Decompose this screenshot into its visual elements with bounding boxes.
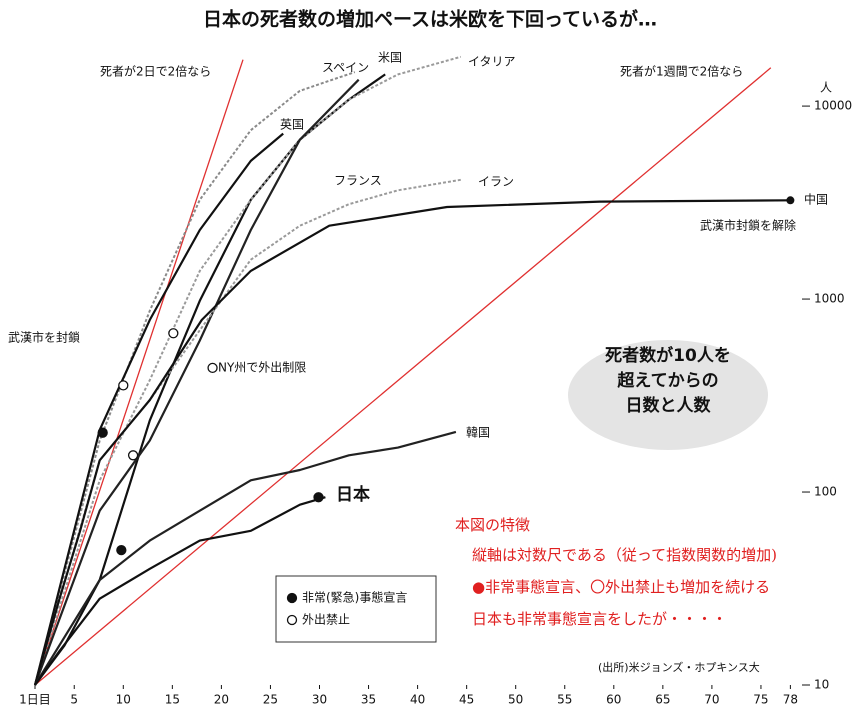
reference-line: [34, 67, 772, 686]
x-tick-label: 78: [783, 693, 798, 707]
x-tick-label: 50: [508, 693, 523, 707]
x-tick-label: 5: [70, 693, 78, 707]
note: ●非常事態宣言、〇外出禁止も増加を続ける: [472, 578, 770, 596]
y-tick-label: 10: [814, 678, 829, 692]
series-line: [34, 178, 461, 686]
series-line: [34, 496, 326, 686]
series-line: [34, 73, 386, 686]
series-label: 英国: [280, 118, 304, 132]
series-line: [33, 132, 284, 686]
legend-marker: [286, 614, 298, 626]
x-tick-label: 65: [655, 693, 670, 707]
annotation: NY州で外出制限: [218, 361, 306, 375]
series-label: フランス: [334, 174, 382, 188]
series-label: 韓国: [466, 426, 490, 440]
chart-title: 日本の死者数の増加ペースは米欧を下回っているが…: [203, 8, 657, 31]
x-tick-label: 60: [606, 693, 621, 707]
x-tick-label: 45: [459, 693, 474, 707]
series-label: 日本: [336, 484, 370, 505]
event-marker: [116, 544, 127, 556]
x-tick-label: 25: [263, 693, 278, 707]
legend-box: [275, 575, 437, 643]
legend-label: 非常(緊急)事態宣言: [302, 590, 407, 605]
source: (出所)米ジョンズ・ホプキンス大: [598, 660, 760, 674]
label-shade: [568, 340, 768, 450]
x-tick-label: 55: [557, 693, 572, 707]
note: 縦軸は対数尺である（従って指数関数的増加): [472, 546, 777, 564]
y-unit: 人: [820, 81, 832, 95]
x-tick-label: 20: [214, 693, 229, 707]
event-marker: [168, 328, 179, 339]
series-line: [33, 78, 360, 686]
x-tick-label: 30: [312, 693, 327, 707]
legend-label: 外出禁止: [302, 613, 350, 627]
series-label: 米国: [378, 51, 402, 65]
annotation: 武漢市を封鎖: [8, 330, 80, 345]
subject: 日数と人数: [626, 395, 712, 416]
note: 本図の特徴: [455, 516, 530, 534]
x-tick-label: 10: [116, 693, 131, 707]
event-marker: [207, 362, 218, 374]
x-tick-label: 15: [165, 693, 180, 707]
reference-label: 死者が1週間で2倍なら: [620, 64, 743, 79]
subject: 死者数が10人を: [605, 345, 731, 366]
x-tick-label: 75: [753, 693, 768, 707]
x-tick-label: 70: [704, 693, 719, 707]
y-tick-label: 10000: [814, 99, 852, 113]
note: 日本も非常事態宣言をしたが・・・・: [472, 610, 727, 628]
x-tick-label: 35: [361, 693, 376, 707]
series-line: [33, 199, 791, 686]
y-tick-label: 100: [814, 485, 837, 499]
x-tick-label: 1日目: [19, 693, 51, 707]
subject: 超えてからの: [617, 370, 718, 391]
event-marker: [118, 380, 129, 391]
y-tick-label: 1000: [814, 292, 845, 306]
x-tick-label: 40: [410, 693, 425, 707]
event-marker: [97, 427, 108, 438]
series-line: [34, 430, 457, 686]
reference-label: 死者が2日で2倍なら: [100, 64, 211, 79]
legend-marker: [286, 592, 298, 604]
event-marker: [313, 492, 324, 503]
series-label: イタリア: [468, 55, 516, 69]
annotation: 武漢市封鎖を解除: [700, 218, 796, 233]
series-label: スペイン: [322, 61, 369, 75]
series-end-dot: [786, 196, 795, 205]
event-marker: [127, 450, 139, 461]
series-line: [34, 55, 462, 686]
reference-line: [34, 59, 244, 686]
series-label: イラン: [478, 175, 514, 189]
series-label: 中国: [804, 192, 828, 207]
series-line: [34, 71, 356, 686]
